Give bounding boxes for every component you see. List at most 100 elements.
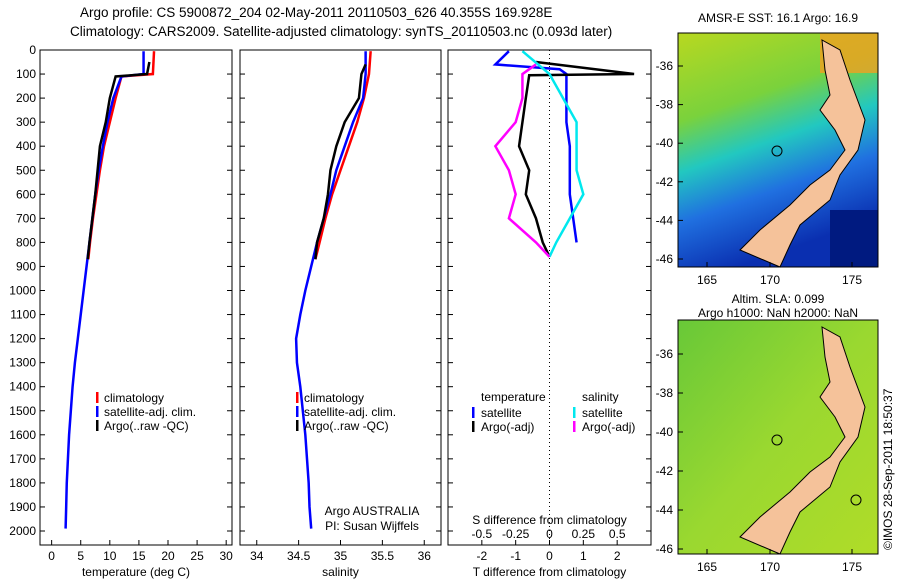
y-tick-label: 1400 <box>9 380 36 394</box>
legend-label: Argo(-adj) <box>582 420 635 434</box>
credit-text: ©IMOS 28-Sep-2011 18:50:37 <box>881 388 895 550</box>
legend-label: satellite-adj. clim. <box>104 405 196 419</box>
lat-tick-label: -46 <box>656 542 674 556</box>
series-line-satellite-adj-clim- <box>64 51 145 529</box>
y-tick-label: 1700 <box>9 452 36 466</box>
legend-swatch <box>96 392 99 403</box>
legend-swatch <box>296 420 299 431</box>
y-tick-label: 1300 <box>9 356 36 370</box>
legend-label: satellite <box>582 406 623 420</box>
lat-tick-label: -42 <box>656 464 674 478</box>
x-tick-label: 10 <box>103 549 117 563</box>
y-tick-label: 400 <box>16 139 36 153</box>
x2-tick-label: -0.25 <box>502 527 530 541</box>
legend-label: climatology <box>104 391 164 405</box>
x-tick-label: -1 <box>510 549 521 563</box>
lat-tick-label: -38 <box>656 386 674 400</box>
x-axis-label: salinity <box>322 565 359 579</box>
lon-tick-label: 175 <box>842 273 862 287</box>
y-tick-label: 100 <box>16 67 36 81</box>
series-line-t-satellite <box>492 50 578 243</box>
x-tick-label: 30 <box>220 549 234 563</box>
new-zealand-land <box>739 326 866 555</box>
series-line-satellite-adj-clim- <box>294 51 367 529</box>
x-tick-label: 36 <box>418 549 432 563</box>
y-tick-label: 1000 <box>9 284 36 298</box>
x-tick-label: 5 <box>77 549 84 563</box>
lon-tick-label: 165 <box>697 273 717 287</box>
series-line-climatology <box>314 51 372 260</box>
x-tick-label: 34 <box>250 549 264 563</box>
map-contour-ring <box>850 494 862 506</box>
lat-tick-label: -40 <box>656 136 674 150</box>
x2-tick-label: 0.5 <box>609 527 626 541</box>
y-tick-label: 1200 <box>9 332 36 346</box>
temperature-axes <box>39 49 233 546</box>
legend-label: Argo(-adj) <box>481 420 534 434</box>
x-axis-label: temperature (deg C) <box>82 565 190 579</box>
lat-tick-label: -46 <box>656 252 674 266</box>
x-axis-label: T difference from climatology <box>473 565 627 579</box>
x-tick-label: 25 <box>190 549 204 563</box>
x-tick-label: 0 <box>48 549 55 563</box>
lat-tick-label: -42 <box>656 175 674 189</box>
legend-swatch <box>573 407 576 418</box>
legend-label: climatology <box>304 391 364 405</box>
legend-title-salinity: salinity <box>582 390 619 404</box>
legend-label: Argo(..raw -QC) <box>104 419 189 433</box>
series-line-argo-raw-qc- <box>86 61 151 260</box>
title-line-2: Climatology: CARS2009. Satellite-adjuste… <box>70 24 612 39</box>
annotation-line-2: PI: Susan Wijffels <box>325 519 419 533</box>
lat-tick-label: -44 <box>656 213 674 227</box>
lon-tick-label: 170 <box>760 560 780 574</box>
y-tick-label: 500 <box>16 163 36 177</box>
x-tick-label: 0 <box>546 549 553 563</box>
y-tick-label: 1800 <box>9 476 36 490</box>
sla-map-title-2: Argo h1000: NaN h2000: NaN <box>698 306 858 320</box>
legend-label: satellite <box>481 406 522 420</box>
new-zealand-land <box>739 39 866 268</box>
legend-swatch <box>96 406 99 417</box>
lat-tick-label: -44 <box>656 503 674 517</box>
salinity-axes <box>239 49 442 546</box>
title-line-1: Argo profile: CS 5900872_204 02-May-2011… <box>80 5 552 20</box>
legend-title-temperature: temperature <box>481 390 546 404</box>
legend-label: Argo(..raw -QC) <box>304 419 389 433</box>
argo-location-marker <box>771 434 783 446</box>
y-tick-label: 900 <box>16 259 36 273</box>
y-tick-label: 1900 <box>9 500 36 514</box>
series-line-s-argo-adj- <box>493 63 551 258</box>
legend-swatch <box>472 421 475 432</box>
argo-location-marker <box>771 145 783 157</box>
lat-tick-label: -36 <box>656 59 674 73</box>
y-tick-label: 1500 <box>9 404 36 418</box>
x2-axis-label: S difference from climatology <box>472 513 627 527</box>
y-tick-label: 600 <box>16 187 36 201</box>
lat-tick-label: -36 <box>656 347 674 361</box>
x2-tick-label: 0 <box>546 527 553 541</box>
x2-tick-label: -0.5 <box>471 527 492 541</box>
y-tick-label: 1600 <box>9 428 36 442</box>
x-tick-label: 2 <box>614 549 621 563</box>
x-tick-label: 15 <box>132 549 146 563</box>
lat-tick-label: -40 <box>656 425 674 439</box>
x-tick-label: -2 <box>476 549 487 563</box>
legend-swatch <box>296 392 299 403</box>
y-tick-label: 200 <box>16 91 36 105</box>
x-tick-label: 34.5 <box>287 549 311 563</box>
legend-swatch <box>296 406 299 417</box>
sla-map: Altim. SLA: 0.099 Argo h1000: NaN h2000:… <box>677 292 879 555</box>
series-line-s-satellite <box>521 50 585 258</box>
legend-swatch <box>472 407 475 418</box>
lon-tick-label: 175 <box>842 560 862 574</box>
x2-tick-label: 0.25 <box>572 527 596 541</box>
sst-map: AMSR-E SST: 16.1 Argo: 16.9 <box>677 11 879 268</box>
y-tick-label: 2000 <box>9 524 36 538</box>
x-tick-label: 1 <box>580 549 587 563</box>
x-tick-label: 35.5 <box>371 549 395 563</box>
series-line-t-argo-adj- <box>517 60 635 258</box>
legend-swatch <box>573 421 576 432</box>
legend-swatch <box>96 420 99 431</box>
lon-tick-label: 165 <box>697 560 717 574</box>
